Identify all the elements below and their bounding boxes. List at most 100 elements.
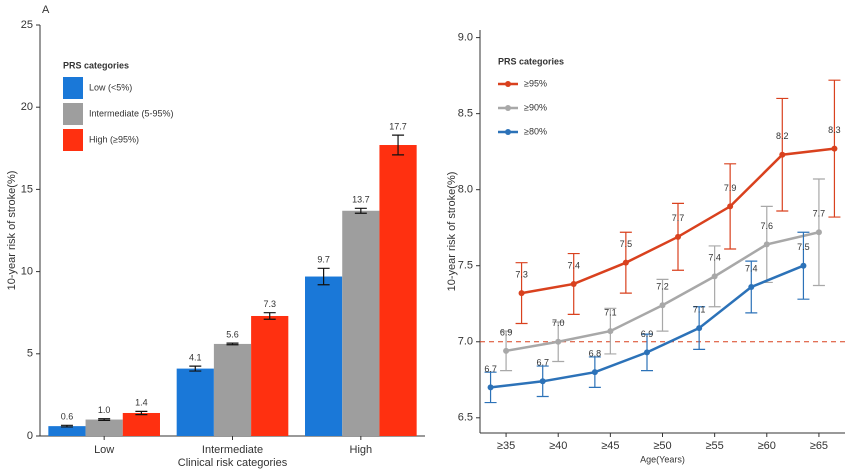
data-label: 6.8 [589, 349, 602, 359]
x-tick-label: Intermediate [202, 444, 263, 456]
x-tick-label: ≥45 [601, 440, 619, 452]
data-label: 0.6 [61, 412, 74, 422]
data-label: 7.4 [745, 263, 758, 273]
y-tick-label: 25 [21, 19, 33, 31]
legend-marker [505, 81, 511, 87]
bar [342, 210, 380, 436]
data-label: 7.7 [813, 209, 826, 219]
legend-label: Low (<5%) [89, 82, 132, 92]
x-tick-label: High [350, 444, 373, 456]
data-label: 7.6 [761, 221, 774, 231]
error-bar [263, 312, 276, 320]
error-bar [60, 424, 73, 428]
point [591, 369, 598, 376]
bar [251, 315, 289, 436]
error-bar [354, 207, 367, 214]
point [659, 302, 666, 309]
data-label: 7.3 [263, 299, 276, 309]
y-tick-label: 10 [21, 266, 33, 278]
error-bar [98, 418, 111, 421]
bar [379, 145, 417, 436]
data-label: 13.7 [352, 195, 370, 205]
legend-label: ≥95% [524, 78, 547, 88]
data-label: 7.9 [724, 183, 737, 193]
data-label: 7.3 [515, 269, 528, 279]
point [711, 273, 718, 280]
error-bar [135, 410, 148, 416]
point [607, 328, 614, 335]
data-label: 1.4 [135, 398, 148, 408]
point [727, 203, 734, 210]
x-tick-label: ≥65 [810, 440, 828, 452]
data-label: 8.3 [828, 125, 841, 135]
data-label: 7.5 [797, 242, 810, 252]
bar [213, 343, 252, 436]
x-axis-label: Clinical risk categories [178, 457, 288, 469]
y-tick-label: 8.0 [458, 184, 473, 196]
data-label: 6.9 [500, 327, 513, 337]
point [675, 233, 681, 240]
data-label: 7.1 [693, 304, 706, 314]
data-label: 7.2 [656, 282, 669, 292]
y-tick-label: 9.0 [458, 32, 473, 44]
error-bar [226, 342, 239, 346]
y-tick-label: 0 [27, 430, 33, 442]
legend-marker [505, 105, 511, 111]
x-tick-label: ≥50 [653, 440, 671, 452]
error-bar [317, 267, 330, 286]
legend-label: High (≥95%) [89, 134, 139, 144]
point [815, 229, 822, 236]
x-tick-label: Low [94, 444, 114, 456]
point [487, 384, 494, 391]
y-tick-label: 8.5 [458, 108, 473, 120]
legend-title: PRS categories [498, 56, 564, 66]
data-label: 4.1 [189, 353, 202, 363]
point [539, 378, 546, 385]
data-label: 6.9 [641, 329, 654, 339]
data-label: 7.5 [620, 239, 633, 249]
bar [305, 276, 343, 436]
x-axis-label: Age(Years) [640, 454, 685, 464]
legend-label: ≥80% [524, 126, 547, 136]
error-bar [392, 134, 405, 156]
point [555, 338, 562, 345]
y-axis-label: 10-year risk of stroke(%) [6, 171, 18, 291]
point [800, 262, 807, 269]
x-tick-label: ≥35 [497, 440, 515, 452]
point [696, 325, 703, 332]
y-tick-label: 20 [21, 101, 33, 113]
bar [176, 368, 214, 436]
data-label: 7.7 [672, 213, 685, 223]
legend-title: PRS categories [63, 60, 129, 70]
point [779, 151, 786, 158]
legend-swatch [63, 129, 83, 151]
y-tick-label: 6.5 [458, 412, 473, 424]
bar [85, 419, 123, 436]
bar [48, 426, 86, 436]
x-tick-label: ≥55 [706, 440, 724, 452]
y-tick-label: 15 [21, 183, 33, 195]
point [831, 145, 838, 152]
data-label: 6.7 [484, 364, 497, 374]
error-bar [189, 365, 202, 372]
legend-marker [505, 129, 511, 135]
point [622, 259, 629, 266]
point [503, 347, 510, 354]
point [644, 349, 650, 356]
data-label: 9.7 [317, 255, 330, 265]
data-label: 1.0 [98, 405, 111, 415]
point [518, 290, 525, 297]
data-label: 7.0 [552, 318, 565, 328]
panel-label: A [42, 4, 50, 16]
legend-swatch [63, 103, 83, 125]
bar [122, 412, 160, 436]
point [748, 284, 755, 291]
point [763, 241, 770, 248]
data-label: 8.2 [776, 131, 789, 141]
y-tick-label: 7.0 [458, 336, 473, 348]
legend-label: ≥90% [524, 102, 547, 112]
y-axis-label: 10-year risk of stroke(%) [446, 172, 458, 292]
data-label: 7.1 [604, 307, 617, 317]
x-tick-label: ≥60 [758, 440, 776, 452]
